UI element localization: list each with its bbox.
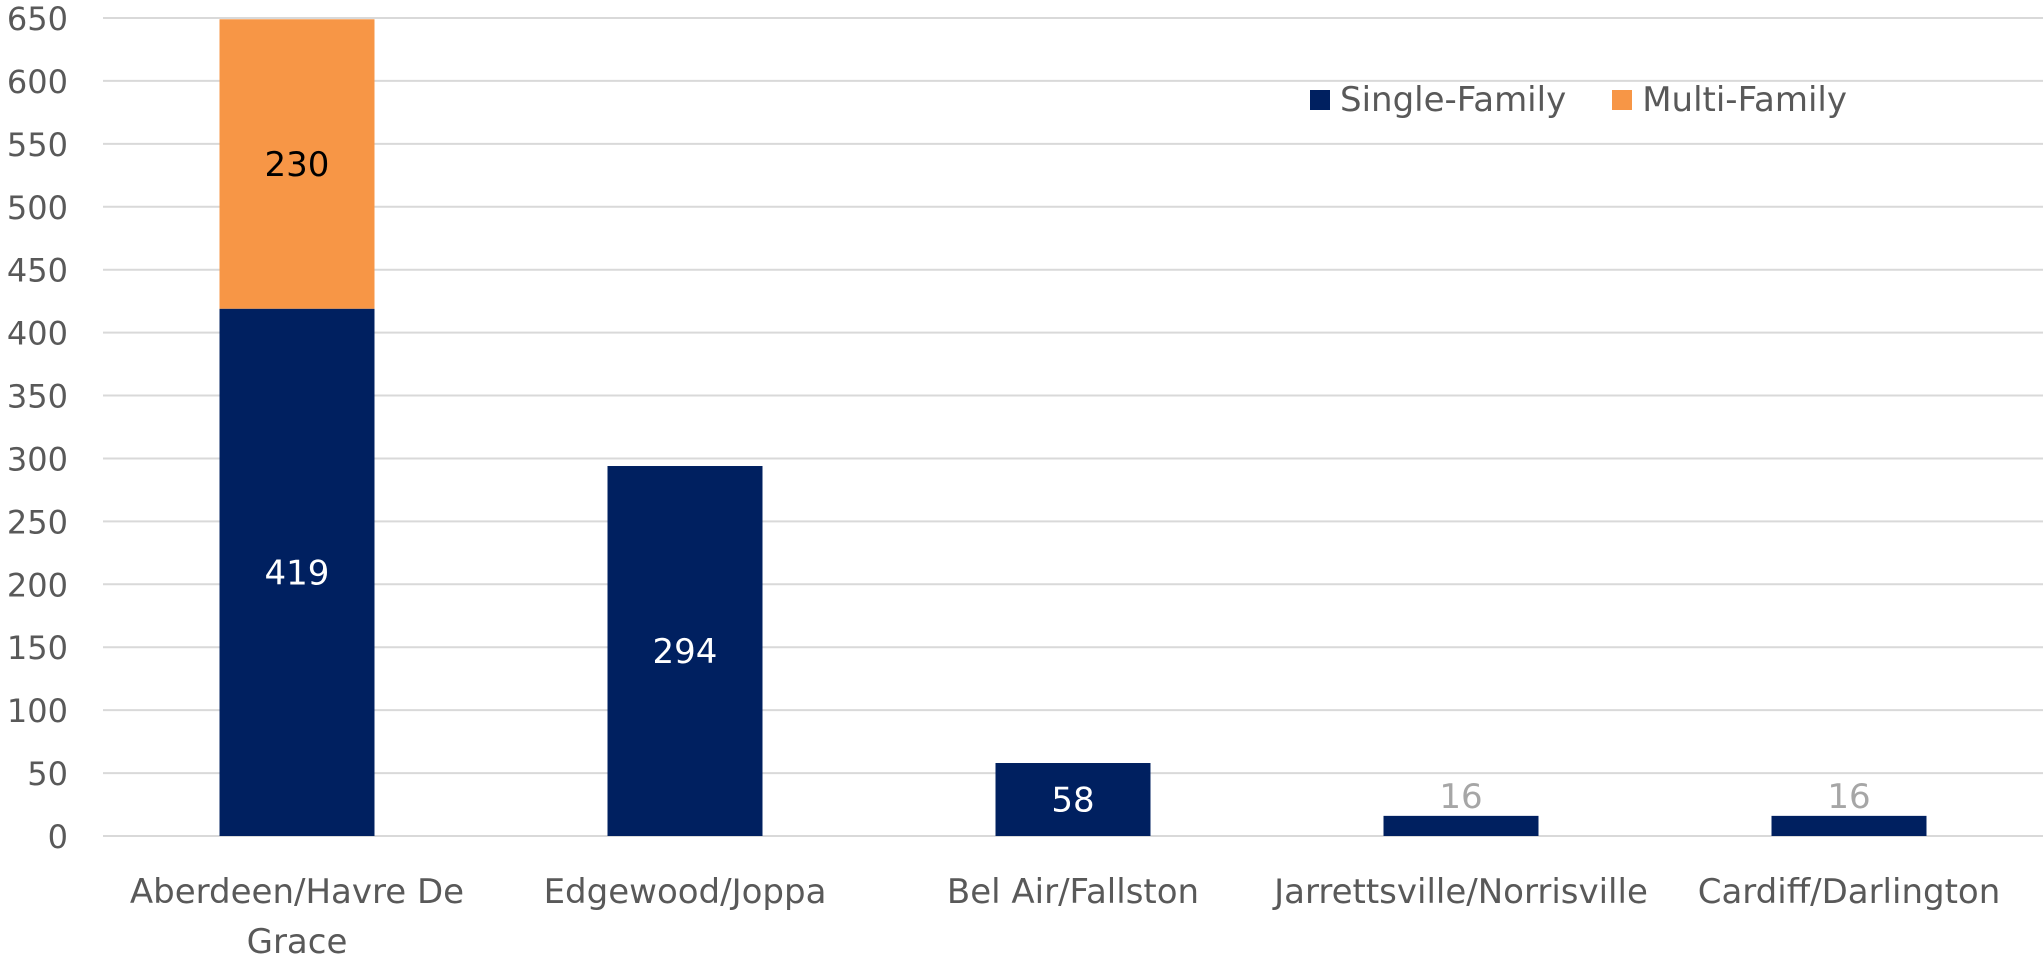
bar-multi-family	[219, 19, 375, 309]
bar-single-family	[607, 466, 763, 836]
x-tick-label: Bel Air/Fallston	[947, 872, 1199, 912]
data-label: 16	[1827, 777, 1870, 817]
bar-single-family	[219, 308, 375, 837]
y-tick-label: 400	[7, 315, 68, 353]
y-tick-label: 250	[7, 503, 68, 541]
y-tick-label: 200	[7, 566, 68, 604]
bar-single-family	[1771, 815, 1927, 836]
y-tick-label: 150	[7, 629, 68, 667]
y-tick-label: 450	[7, 252, 68, 290]
data-label: 294	[653, 632, 718, 672]
x-tick-label: Jarrettsville/Norrisville	[1272, 872, 1648, 912]
y-tick-label: 500	[7, 189, 68, 227]
y-axis-ticks: 0 50 100 150 200 250 300 350 400 450 500 550 600 650	[7, 0, 68, 856]
y-tick-label: 100	[7, 692, 68, 730]
y-tick-label: 650	[7, 0, 68, 38]
x-tick-label: Cardiff/Darlington	[1698, 872, 2001, 912]
legend-label-single-family: Single-Family	[1340, 80, 1567, 120]
legend: Single-Family Multi-Family	[1310, 80, 1847, 120]
bars	[219, 19, 1927, 837]
y-tick-label: 50	[27, 755, 68, 793]
x-tick-label: Grace	[247, 922, 348, 961]
y-tick-label: 0	[48, 818, 68, 856]
x-tick-label: Edgewood/Joppa	[544, 872, 827, 912]
y-tick-label: 550	[7, 126, 68, 164]
data-label: 58	[1051, 781, 1094, 821]
data-label: 16	[1439, 777, 1482, 817]
legend-swatch-multi-family	[1612, 90, 1633, 110]
data-labels: 419 230 294 58 16 16	[265, 145, 1871, 821]
bar-single-family	[995, 763, 1151, 836]
x-axis-ticks: Aberdeen/Havre De Grace Edgewood/Joppa Bel …	[130, 872, 2000, 961]
legend-swatch-single-family	[1310, 90, 1330, 110]
bar-single-family	[1383, 815, 1539, 836]
gridlines	[103, 17, 2043, 837]
legend-item-multi-family: Multi-Family	[1612, 80, 1847, 120]
data-label: 419	[265, 553, 330, 593]
x-tick-label: Aberdeen/Havre De	[130, 872, 464, 912]
data-label: 230	[265, 145, 330, 185]
legend-item-single-family: Single-Family	[1310, 80, 1566, 120]
legend-label-multi-family: Multi-Family	[1642, 80, 1847, 120]
y-tick-label: 300	[7, 440, 68, 478]
y-tick-label: 350	[7, 378, 68, 416]
y-tick-label: 600	[7, 63, 68, 101]
